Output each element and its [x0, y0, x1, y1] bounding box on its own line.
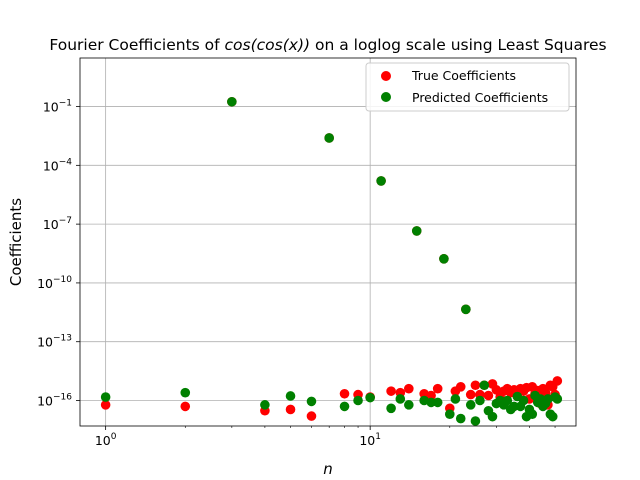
- data-point: [386, 403, 396, 414]
- data-point: [552, 376, 563, 386]
- data-point: [353, 395, 363, 406]
- data-point: [527, 409, 538, 420]
- data-point: [426, 397, 436, 408]
- data-point: [475, 395, 485, 406]
- legend-marker-predicted: [381, 92, 391, 102]
- y-tick-label: 10−13: [37, 334, 72, 350]
- data-point: [470, 380, 481, 391]
- data-point: [547, 411, 558, 422]
- chart-title-math: cos(cos(x)): [225, 36, 311, 54]
- y-axis-label: Coefficients: [7, 198, 25, 286]
- data-point: [339, 388, 350, 399]
- data-point: [411, 226, 422, 236]
- legend-label-true: True Coefficients: [411, 68, 516, 83]
- data-point: [285, 404, 296, 415]
- x-tick-label: 101: [359, 432, 381, 448]
- legend-label-predicted: Predicted Coefficients: [412, 90, 548, 105]
- y-tick-label: 10−10: [37, 275, 72, 291]
- data-point: [455, 413, 466, 424]
- data-point: [432, 397, 443, 408]
- data-point: [365, 392, 375, 403]
- y-axis-ticks: 10−16 10−13 10−10 10−7 10−4 10−1: [37, 99, 80, 409]
- plot-area: [80, 58, 576, 426]
- data-point: [518, 395, 529, 406]
- data-point: [404, 383, 414, 394]
- data-point: [483, 390, 494, 401]
- data-point: [450, 394, 461, 404]
- chart-title: Fourier Coefficients of cos(cos(x)) on a…: [49, 36, 606, 54]
- data-point: [491, 385, 502, 395]
- x-tick-label: 100: [95, 432, 117, 448]
- data-point: [455, 382, 466, 392]
- data-point: [395, 394, 406, 404]
- data-point: [470, 416, 481, 426]
- data-point: [502, 395, 513, 406]
- data-point: [180, 387, 191, 398]
- y-tick-label: 10−16: [37, 393, 72, 409]
- data-point: [404, 400, 414, 410]
- data-point: [227, 96, 237, 107]
- data-point: [100, 392, 111, 402]
- data-point: [552, 394, 563, 404]
- grid-lines: [80, 58, 576, 426]
- data-point: [339, 401, 350, 412]
- y-tick-label: 10−4: [43, 157, 72, 173]
- series-1-points: [100, 96, 563, 426]
- data-point: [479, 380, 490, 391]
- legend-marker-true: [381, 71, 391, 81]
- data-point: [465, 400, 476, 410]
- data-point: [260, 400, 270, 410]
- data-point: [306, 411, 317, 421]
- legend: True Coefficients Predicted Coefficients: [365, 62, 570, 112]
- data-point: [100, 400, 111, 410]
- data-point: [432, 383, 443, 394]
- data-point: [465, 389, 476, 400]
- data-points: [100, 96, 563, 426]
- data-point: [426, 390, 436, 401]
- x-axis-ticks: 100 101: [95, 426, 556, 448]
- data-point: [180, 401, 191, 412]
- data-point: [285, 391, 296, 401]
- y-tick-label: 10−1: [43, 99, 72, 115]
- x-axis-label: n: [323, 460, 333, 478]
- data-point: [487, 411, 498, 422]
- y-tick-label: 10−7: [43, 216, 72, 232]
- data-point: [444, 409, 455, 420]
- data-point: [439, 254, 449, 264]
- legend-box: [365, 62, 570, 112]
- data-point: [324, 133, 334, 143]
- data-point: [386, 386, 396, 396]
- plot-frame: [79, 57, 577, 427]
- data-point: [306, 396, 317, 407]
- data-point: [376, 176, 386, 186]
- data-point: [461, 304, 471, 315]
